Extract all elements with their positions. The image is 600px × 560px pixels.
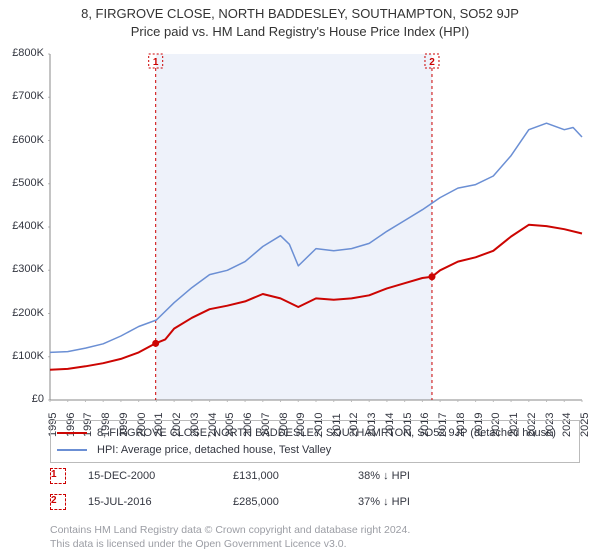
marker-row: 1 15-DEC-2000 £131,000 38% ↓ HPI [50, 468, 580, 484]
y-tick-label: £700K [4, 90, 44, 102]
marker-price: £285,000 [233, 496, 358, 508]
footer-line: Contains HM Land Registry data © Crown c… [50, 523, 580, 537]
y-tick-label: £800K [4, 47, 44, 59]
marker-number-box: 2 [50, 494, 66, 510]
chart-area: 12 [48, 52, 584, 402]
legend-swatch [57, 449, 87, 451]
y-tick-label: £100K [4, 350, 44, 362]
legend-row: HPI: Average price, detached house, Test… [57, 442, 573, 459]
marker-number-box: 1 [50, 468, 66, 484]
legend-row: 8, FIRGROVE CLOSE, NORTH BADDESLEY, SOUT… [57, 425, 573, 442]
y-tick-label: £600K [4, 134, 44, 146]
chart-svg: 12 [48, 52, 584, 402]
title-address: 8, FIRGROVE CLOSE, NORTH BADDESLEY, SOUT… [0, 6, 600, 21]
y-tick-label: £200K [4, 307, 44, 319]
titles: 8, FIRGROVE CLOSE, NORTH BADDESLEY, SOUT… [0, 0, 600, 39]
legend-swatch [57, 432, 87, 434]
svg-text:2: 2 [429, 57, 435, 68]
y-tick-label: £300K [4, 263, 44, 275]
legend-label: HPI: Average price, detached house, Test… [97, 442, 331, 459]
marker-vs-hpi: 37% ↓ HPI [358, 496, 410, 508]
legend-label: 8, FIRGROVE CLOSE, NORTH BADDESLEY, SOUT… [97, 425, 556, 442]
y-tick-label: £500K [4, 177, 44, 189]
marker-price: £131,000 [233, 470, 358, 482]
y-tick-label: £400K [4, 220, 44, 232]
marker-vs-hpi: 38% ↓ HPI [358, 470, 410, 482]
chart-page: 8, FIRGROVE CLOSE, NORTH BADDESLEY, SOUT… [0, 0, 600, 560]
y-tick-label: £0 [4, 393, 44, 405]
footer: Contains HM Land Registry data © Crown c… [50, 523, 580, 551]
x-tick-label: 2025 [579, 413, 591, 437]
marker-date: 15-JUL-2016 [88, 496, 233, 508]
title-subtitle: Price paid vs. HM Land Registry's House … [0, 24, 600, 39]
svg-text:1: 1 [153, 57, 159, 68]
marker-row: 2 15-JUL-2016 £285,000 37% ↓ HPI [50, 494, 580, 510]
footer-line: This data is licensed under the Open Gov… [50, 537, 580, 551]
legend-box: 8, FIRGROVE CLOSE, NORTH BADDESLEY, SOUT… [50, 420, 580, 463]
marker-date: 15-DEC-2000 [88, 470, 233, 482]
